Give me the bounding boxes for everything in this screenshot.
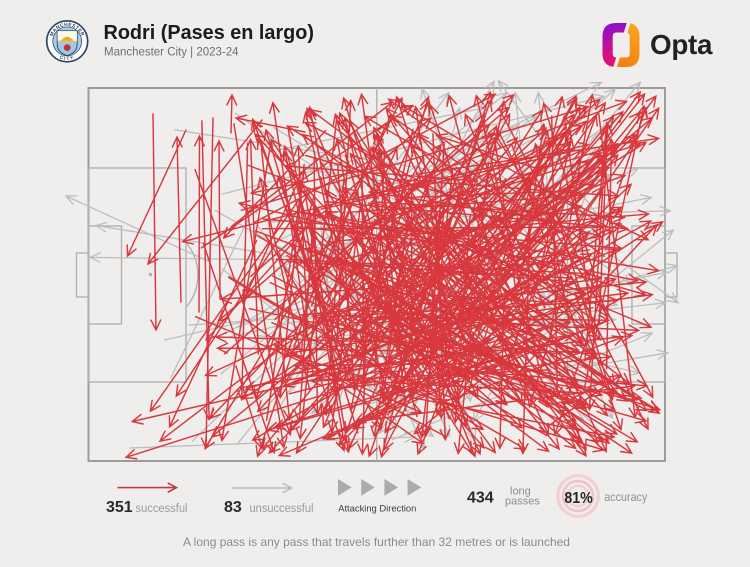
svg-text:Attacking Direction: Attacking Direction <box>338 502 416 513</box>
svg-text:unsuccessful: unsuccessful <box>250 501 314 515</box>
svg-text:passes: passes <box>505 496 540 508</box>
svg-text:accuracy: accuracy <box>604 490 648 504</box>
svg-text:Rodri (Pases en largo): Rodri (Pases en largo) <box>104 21 315 44</box>
svg-text:CITY: CITY <box>59 55 76 62</box>
svg-text:351: 351 <box>106 499 133 516</box>
svg-text:Opta: Opta <box>650 29 713 60</box>
svg-text:successful: successful <box>136 501 188 515</box>
svg-text:81%: 81% <box>564 490 593 507</box>
svg-text:long: long <box>510 486 531 498</box>
svg-text:Manchester City | 2023-24: Manchester City | 2023-24 <box>104 44 239 58</box>
svg-text:434: 434 <box>467 489 494 506</box>
svg-text:A long pass is any pass that t: A long pass is any pass that travels fur… <box>183 535 570 549</box>
svg-text:83: 83 <box>224 499 242 516</box>
